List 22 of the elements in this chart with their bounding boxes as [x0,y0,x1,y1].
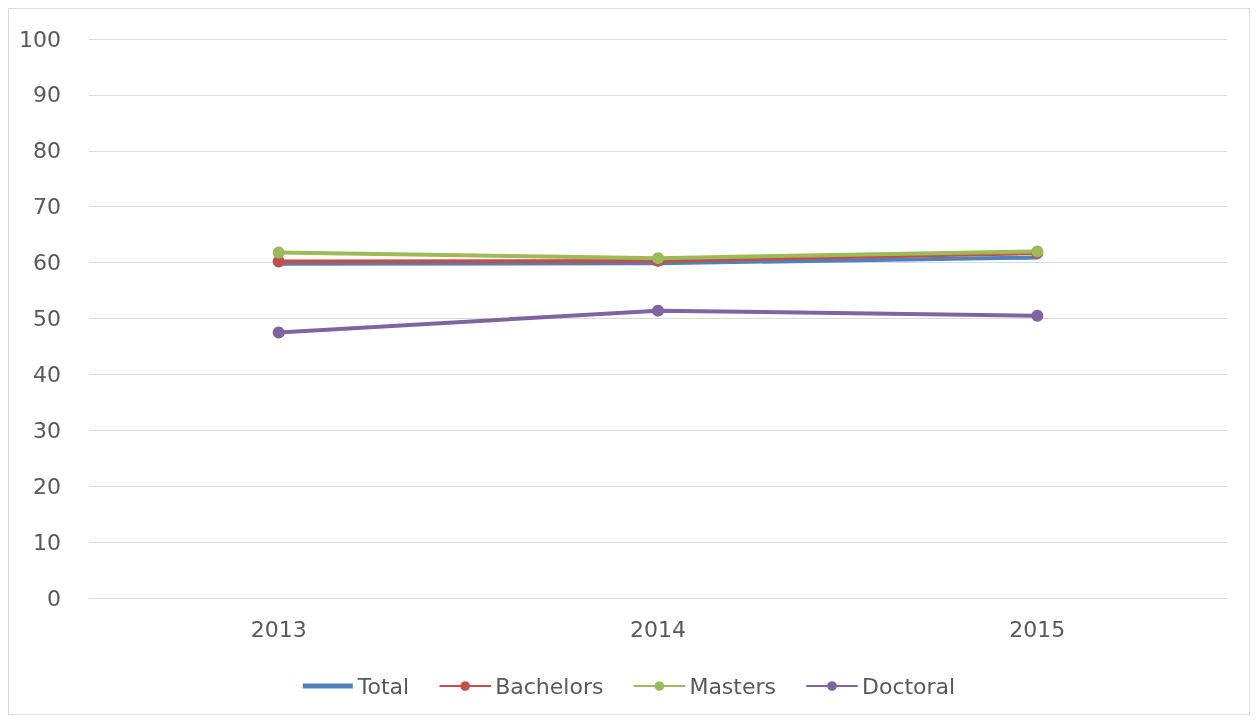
y-tick-label: 0 [47,585,61,611]
legend-label: Doctoral [861,673,956,699]
y-tick-label: 80 [33,138,61,164]
y-tick-label: 50 [33,306,61,331]
legend-label: Bachelors [495,673,604,699]
y-tick-label: 60 [33,250,61,276]
legend-label: Total [356,673,410,699]
point [272,326,285,339]
y-tick-label: 40 [33,361,61,387]
y-tick-label: 10 [33,529,61,555]
legend-label: Masters [689,673,776,699]
point [272,246,285,259]
x-tick-label: 2013 [250,616,307,642]
x-tick-label: 2014 [630,616,686,642]
y-tick-label: 20 [33,473,61,499]
point [652,304,664,317]
y-tick-label: 90 [33,82,61,108]
point [1031,309,1044,322]
y-tick-label: 30 [33,417,61,443]
y-tick-label: 70 [33,194,61,220]
x-tick-label: 2015 [1009,616,1066,642]
y-tick-label: 100 [19,26,61,52]
